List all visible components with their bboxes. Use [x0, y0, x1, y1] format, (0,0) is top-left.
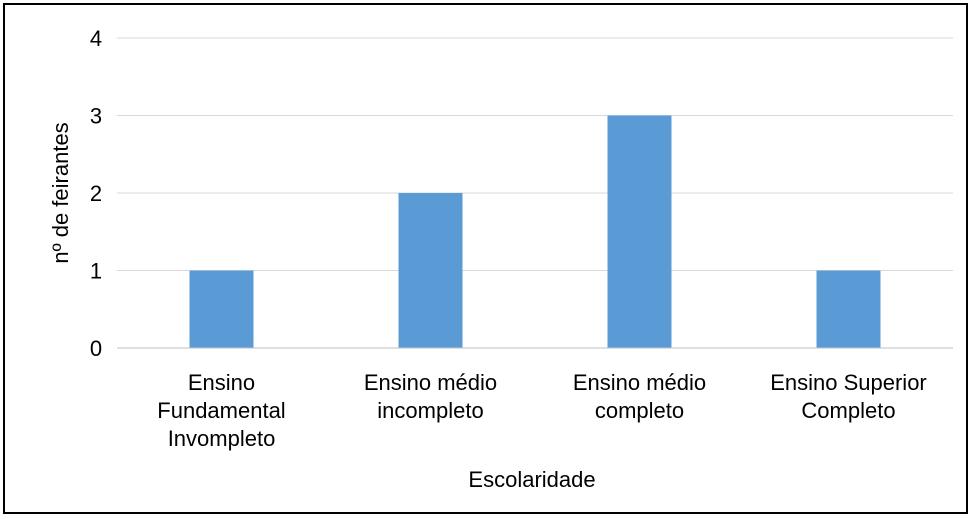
x-category-label-line: Ensino	[188, 370, 255, 395]
x-category-label-line: Ensino Superior	[770, 370, 927, 395]
x-category-label: Ensino Superior Completo	[770, 370, 927, 423]
y-tick-label: 0	[90, 336, 102, 361]
gridlines	[117, 37, 953, 271]
chart-frame	[3, 3, 968, 514]
bars	[189, 115, 881, 348]
x-category-label-line: incompleto	[377, 398, 483, 423]
x-category-label-line: Invompleto	[168, 426, 276, 451]
x-category-label-line: Completo	[801, 398, 895, 423]
x-category-label-line: Ensino médio	[364, 370, 497, 395]
y-tick-labels: 0 1 2 3 4	[90, 26, 102, 361]
x-category-labels: Ensino Fundamental Invompleto Ensino médio i…	[157, 370, 926, 451]
bar	[189, 270, 254, 348]
x-category-label: Ensino médio completo	[573, 370, 706, 423]
bar	[398, 193, 463, 348]
x-category-label-line: completo	[595, 398, 684, 423]
x-category-label-line: Fundamental	[157, 398, 285, 423]
y-tick-label: 2	[90, 181, 102, 206]
x-axis-title: Escolaridade	[468, 467, 595, 492]
x-category-label: Ensino médio incompleto	[364, 370, 497, 423]
x-category-label-line: Ensino médio	[573, 370, 706, 395]
bar	[607, 115, 672, 348]
bar	[816, 270, 881, 348]
y-tick-label: 1	[90, 259, 102, 284]
y-tick-label: 3	[90, 104, 102, 129]
y-tick-label: 4	[90, 26, 102, 51]
y-axis-title: nº de feirantes	[48, 122, 73, 263]
x-category-label: Ensino Fundamental Invompleto	[157, 370, 285, 451]
